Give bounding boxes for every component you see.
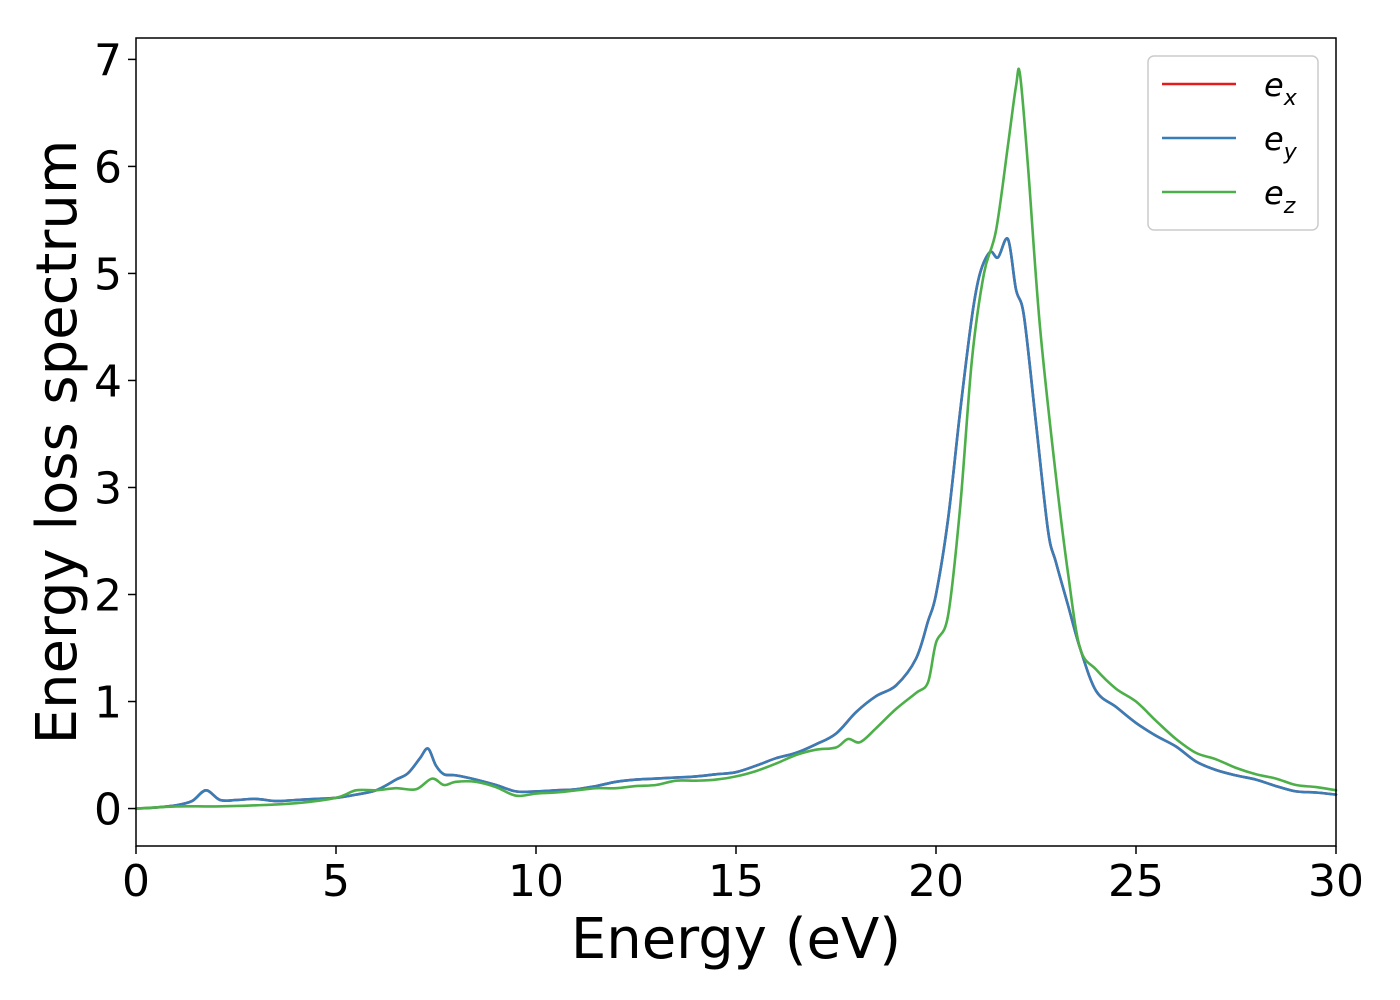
y-tick-label: 5 <box>94 249 122 300</box>
x-tick-label: 10 <box>508 856 564 907</box>
legend-box <box>1147 55 1319 231</box>
series-layer <box>134 67 1338 810</box>
x-tick-label: 0 <box>122 856 150 907</box>
series-line-y <box>134 237 1338 810</box>
y-axis-label: Energy loss spectrum <box>25 140 90 745</box>
x-tick-label: 20 <box>908 856 964 907</box>
y-tick-label: 7 <box>94 35 122 86</box>
x-tick-label: 25 <box>1108 856 1164 907</box>
y-tick-label: 1 <box>94 678 122 729</box>
y-tick-label: 6 <box>94 142 122 193</box>
x-tick-label: 15 <box>708 856 764 907</box>
x-tick-label: 5 <box>322 856 350 907</box>
legend-label-y: ey <box>1264 120 1298 165</box>
y-axis: 0 1 2 3 4 5 6 7 <box>94 35 136 836</box>
x-axis-label: Energy (eV) <box>571 907 901 972</box>
x-tick-label: 30 <box>1308 856 1364 907</box>
y-tick-label: 4 <box>94 356 122 407</box>
y-tick-label: 0 <box>94 785 122 836</box>
plot-area <box>136 38 1336 846</box>
x-axis: 0 5 10 15 20 25 30 <box>122 846 1364 907</box>
series-line-z <box>134 67 1338 810</box>
y-tick-label: 3 <box>94 463 122 514</box>
y-tick-label: 2 <box>94 571 122 622</box>
